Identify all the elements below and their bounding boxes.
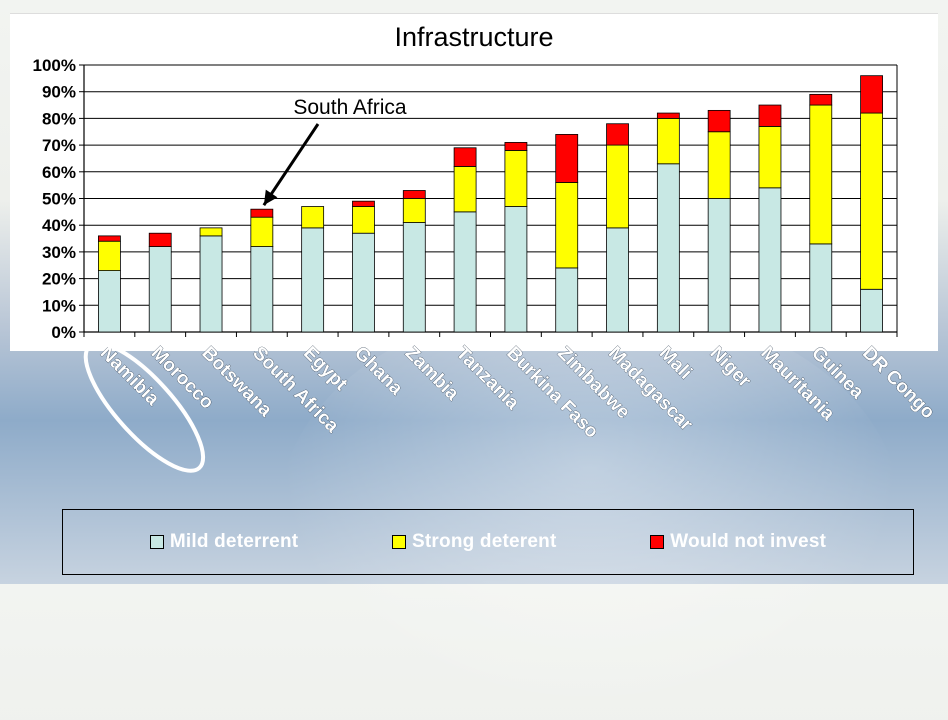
bar-segment-mild xyxy=(860,288,883,333)
chart-title: Infrastructure xyxy=(394,22,554,52)
bar-segment-wouldnot xyxy=(453,147,477,167)
bar-segment-mild xyxy=(301,227,325,333)
bar-segment-mild xyxy=(707,198,731,333)
bar-segment-mild xyxy=(98,270,121,333)
y-tick-label: 40% xyxy=(42,216,76,235)
bar-segment-wouldnot xyxy=(606,123,629,146)
bar-segment-strong xyxy=(860,112,883,290)
bar-segment-mild xyxy=(402,222,426,333)
bar-segment-wouldnot xyxy=(656,112,680,119)
y-tick-label: 60% xyxy=(42,163,76,182)
legend: Mild deterrent Strong deterent Would not… xyxy=(62,509,914,575)
annotation-label: South Africa xyxy=(293,96,407,119)
bar-segment-mild xyxy=(453,211,477,333)
bar-segment-wouldnot xyxy=(860,75,883,114)
bar-segment-strong xyxy=(98,240,121,271)
legend-item-wouldnot: Would not invest xyxy=(650,531,826,553)
bar-segment-strong xyxy=(504,150,528,207)
bar-segment-mild xyxy=(250,246,274,333)
chart-svg: 0%10%20%30%40%50%60%70%80%90%100%Namibia… xyxy=(32,56,939,473)
bar-segment-wouldnot xyxy=(98,235,121,242)
bar-segment-mild xyxy=(555,267,579,333)
bar-segment-wouldnot xyxy=(809,93,833,106)
y-tick-label: 10% xyxy=(42,296,76,315)
bar-segment-mild xyxy=(758,187,782,333)
bar-segment-wouldnot xyxy=(504,142,528,151)
legend-label-wouldnot: Would not invest xyxy=(670,531,827,552)
bar-segment-mild xyxy=(656,163,680,333)
bar-segment-strong xyxy=(402,198,426,223)
y-tick-label: 90% xyxy=(42,83,76,102)
bar-segment-mild xyxy=(148,246,172,333)
highlight-ellipse xyxy=(83,341,206,473)
bar-segment-strong xyxy=(453,166,477,213)
x-tick-label: Niger xyxy=(706,343,756,393)
bar-segment-wouldnot xyxy=(250,208,274,218)
legend-item-mild: Mild deterrent xyxy=(149,531,299,553)
bar-segment-wouldnot xyxy=(402,190,426,199)
legend-swatch-wouldnot xyxy=(650,535,665,549)
x-tick-label: Mali xyxy=(655,343,696,384)
x-tick-label: Zambia xyxy=(401,343,463,405)
bar-segment-wouldnot xyxy=(707,109,731,133)
x-tick-label: DR Congo xyxy=(858,343,939,424)
annotation-arrowhead xyxy=(263,189,278,206)
y-tick-label: 20% xyxy=(42,270,76,289)
legend-item-strong: Strong deterent xyxy=(392,531,556,553)
bar-segment-strong xyxy=(352,206,375,234)
bar-segment-wouldnot xyxy=(148,232,172,247)
y-tick-label: 30% xyxy=(42,243,76,262)
y-tick-label: 50% xyxy=(42,190,76,209)
legend-swatch-strong xyxy=(392,535,407,549)
y-tick-label: 100% xyxy=(33,56,76,75)
legend-swatch-mild xyxy=(149,535,164,549)
bar-segment-mild xyxy=(809,243,833,333)
bar-segment-strong xyxy=(758,126,782,189)
bar-segment-mild xyxy=(504,206,528,333)
annotation-arrow-line xyxy=(262,123,320,207)
x-tick-label: Ghana xyxy=(350,343,407,400)
y-tick-label: 70% xyxy=(42,136,76,155)
bar-segment-strong xyxy=(707,131,731,199)
bar-segment-strong xyxy=(199,227,223,237)
legend-label-strong: Strong deterent xyxy=(412,531,557,552)
bar-segment-strong xyxy=(250,216,274,247)
bar-segment-strong xyxy=(555,182,579,269)
bar-segment-strong xyxy=(809,104,833,245)
bar-segment-strong xyxy=(301,206,325,229)
bar-segment-mild xyxy=(199,235,223,333)
bar-segment-mild xyxy=(606,227,629,333)
y-tick-label: 0% xyxy=(51,323,76,342)
legend-label-mild: Mild deterrent xyxy=(169,531,299,552)
bar-segment-wouldnot xyxy=(352,200,375,207)
bar-segment-strong xyxy=(656,118,680,165)
bar-segment-wouldnot xyxy=(758,104,782,127)
bar-segment-wouldnot xyxy=(555,134,579,183)
bar-segment-strong xyxy=(606,144,629,229)
bar-segment-mild xyxy=(352,232,375,333)
y-tick-label: 80% xyxy=(42,109,76,128)
